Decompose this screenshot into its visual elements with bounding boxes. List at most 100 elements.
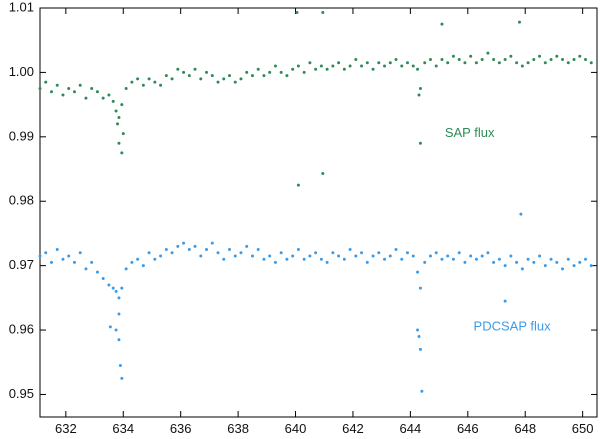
data-point-series-0 xyxy=(101,96,105,100)
data-point-series-1 xyxy=(503,299,507,303)
data-point-series-1 xyxy=(291,254,295,258)
data-point-series-0 xyxy=(55,83,59,87)
data-point-series-1 xyxy=(503,264,507,268)
data-point-series-1 xyxy=(296,248,300,252)
data-point-series-0 xyxy=(572,58,576,62)
data-point-series-1 xyxy=(549,257,553,261)
data-point-series-0 xyxy=(262,74,266,78)
data-point-series-1 xyxy=(49,260,53,264)
y-tick-label: 0.99 xyxy=(9,128,34,143)
data-point-series-0 xyxy=(440,22,444,26)
data-point-series-1 xyxy=(417,334,421,338)
data-point-series-1 xyxy=(227,248,231,252)
data-point-series-0 xyxy=(354,58,358,62)
data-point-series-1 xyxy=(136,257,140,261)
data-point-series-1 xyxy=(84,267,88,271)
data-point-series-0 xyxy=(121,132,125,136)
data-point-series-1 xyxy=(463,260,467,264)
data-point-series-0 xyxy=(543,61,547,65)
data-point-series-1 xyxy=(354,254,358,258)
data-point-series-1 xyxy=(256,248,260,252)
data-point-series-0 xyxy=(418,87,422,91)
data-point-series-0 xyxy=(463,61,467,65)
data-point-series-1 xyxy=(114,328,118,332)
data-point-series-0 xyxy=(95,90,99,94)
data-point-series-0 xyxy=(44,80,48,84)
data-point-series-0 xyxy=(159,83,163,87)
data-point-series-0 xyxy=(182,70,186,74)
data-point-series-0 xyxy=(147,77,151,81)
data-point-series-1 xyxy=(285,257,289,261)
data-point-series-0 xyxy=(285,74,289,78)
data-point-series-0 xyxy=(250,74,254,78)
data-point-series-1 xyxy=(371,254,375,258)
data-point-series-0 xyxy=(227,74,231,78)
data-point-series-0 xyxy=(520,64,524,68)
data-point-series-1 xyxy=(38,254,42,258)
data-point-series-0 xyxy=(120,151,124,155)
data-point-series-1 xyxy=(423,260,427,264)
data-point-series-1 xyxy=(566,257,570,261)
data-point-series-0 xyxy=(245,70,249,74)
data-point-series-1 xyxy=(114,289,118,293)
data-point-series-0 xyxy=(337,61,341,65)
data-point-series-0 xyxy=(394,58,398,62)
data-point-series-0 xyxy=(141,83,145,87)
data-point-series-1 xyxy=(497,257,501,261)
data-point-series-0 xyxy=(416,67,420,71)
data-point-series-0 xyxy=(555,54,559,58)
data-point-series-0 xyxy=(411,64,415,68)
data-point-series-1 xyxy=(348,248,352,252)
data-point-series-0 xyxy=(90,87,94,91)
x-tick-label: 642 xyxy=(342,421,364,436)
data-point-series-0 xyxy=(383,64,387,68)
data-point-series-0 xyxy=(187,74,191,78)
data-point-series-0 xyxy=(428,58,432,62)
data-point-series-0 xyxy=(308,61,312,65)
data-point-series-1 xyxy=(418,286,422,290)
data-point-series-1 xyxy=(406,251,410,255)
data-point-series-0 xyxy=(111,99,115,103)
data-point-series-1 xyxy=(117,338,121,342)
data-point-series-1 xyxy=(584,257,588,261)
data-point-series-0 xyxy=(360,64,364,68)
data-point-series-0 xyxy=(517,20,521,24)
data-point-series-1 xyxy=(44,251,48,255)
data-point-series-1 xyxy=(532,260,536,264)
data-point-series-1 xyxy=(325,260,329,264)
data-point-series-1 xyxy=(480,254,484,258)
data-point-series-1 xyxy=(250,254,254,258)
data-point-series-1 xyxy=(124,267,128,271)
data-point-series-1 xyxy=(418,347,422,351)
data-point-series-1 xyxy=(279,251,283,255)
data-point-series-1 xyxy=(199,254,203,258)
data-point-series-0 xyxy=(446,61,450,65)
data-point-series-0 xyxy=(480,58,484,62)
data-point-series-0 xyxy=(417,93,421,97)
data-point-series-1 xyxy=(147,251,151,255)
data-point-series-0 xyxy=(314,67,318,71)
series-label-1: PDCSAP flux xyxy=(474,318,552,333)
data-point-series-1 xyxy=(245,244,249,248)
data-point-series-1 xyxy=(319,257,323,261)
data-point-series-0 xyxy=(584,58,588,62)
x-tick-label: 646 xyxy=(457,421,479,436)
data-point-series-1 xyxy=(262,257,266,261)
data-point-series-0 xyxy=(117,141,121,145)
data-point-series-0 xyxy=(279,70,283,74)
data-point-series-0 xyxy=(423,61,427,65)
data-point-series-0 xyxy=(532,58,536,62)
data-point-series-1 xyxy=(474,257,478,261)
data-point-series-1 xyxy=(164,248,168,252)
data-point-series-1 xyxy=(55,248,59,252)
data-point-series-0 xyxy=(561,58,565,62)
data-point-series-1 xyxy=(107,283,111,287)
data-point-series-1 xyxy=(67,254,71,258)
data-point-series-1 xyxy=(555,260,559,264)
data-point-series-0 xyxy=(116,122,120,126)
data-point-series-0 xyxy=(503,58,507,62)
data-point-series-0 xyxy=(295,11,299,15)
data-point-series-1 xyxy=(72,260,76,264)
data-point-series-1 xyxy=(451,257,455,261)
tick-labels: 632 634 636 638 640 642 644 646 648 650 0.95 0.96 0.… xyxy=(9,0,594,436)
